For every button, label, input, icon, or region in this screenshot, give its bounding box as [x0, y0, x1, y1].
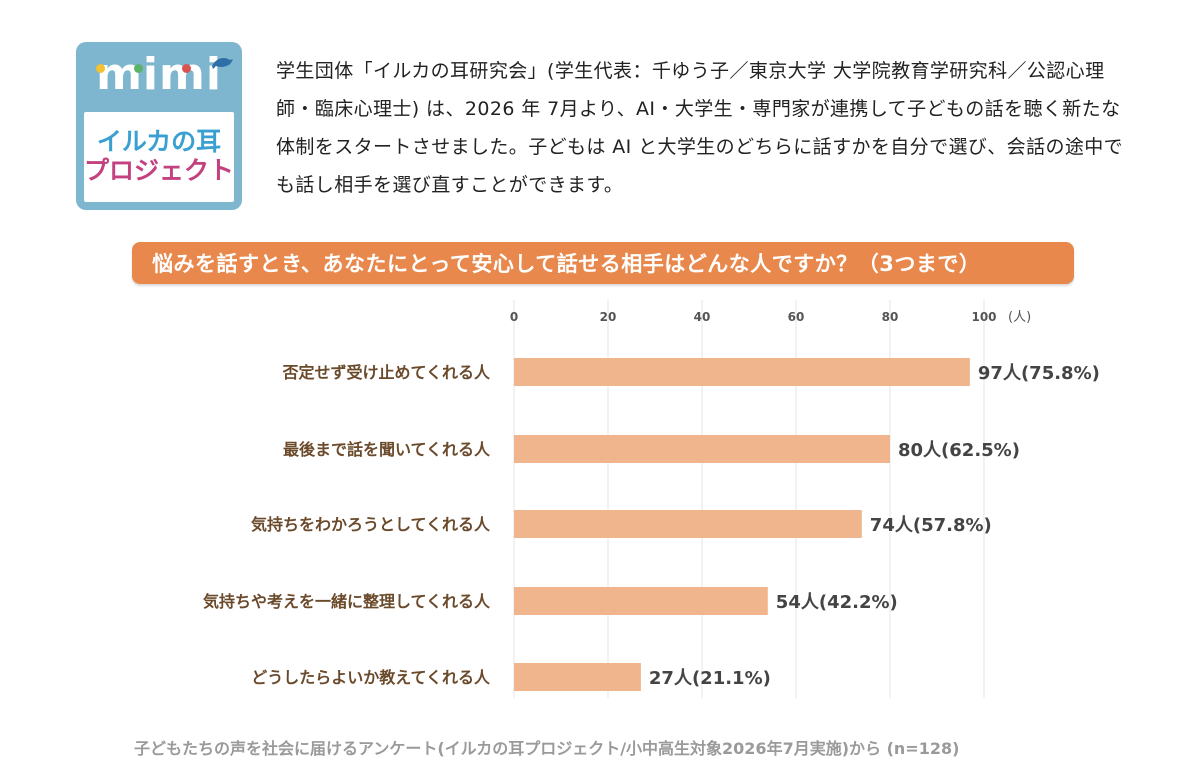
- category-label: どうしたらよいか教えてくれる人: [251, 668, 491, 687]
- logo-line2: プロジェクト: [84, 156, 235, 185]
- bar: [514, 358, 970, 386]
- logo-dot-red: [182, 64, 191, 73]
- category-label: 気持ちや考えを一緒に整理してくれる人: [203, 592, 491, 611]
- dolphin-icon: [212, 58, 233, 69]
- project-logo: mimi イルカの耳 プロジェクト: [76, 42, 242, 210]
- intro-paragraph: 学生団体「イルカの耳研究会」(学生代表：千ゆう子／東京大学 大学院教育学研究科／…: [276, 60, 1124, 196]
- x-tick-label: 40: [694, 310, 711, 324]
- x-axis-unit: (人): [1008, 310, 1031, 325]
- data-label: 27人(21.1%): [649, 668, 771, 689]
- chart-title: 悩みを話すとき、あなたにとって安心して話せる相手はどんな人ですか？（3つまで）: [152, 252, 981, 276]
- logo-word: mimi: [96, 49, 222, 100]
- data-label: 80人(62.5%): [898, 440, 1020, 461]
- logo-dot-yellow: [96, 64, 105, 73]
- category-label: 最後まで話を聞いてくれる人: [283, 440, 491, 459]
- logo-dot-green: [134, 64, 143, 73]
- logo-line1: イルカの耳: [96, 127, 222, 157]
- data-label: 74人(57.8%): [870, 515, 992, 536]
- chart-title-bar: 悩みを話すとき、あなたにとって安心して話せる相手はどんな人ですか？（3つまで）: [132, 242, 1074, 284]
- category-label: 気持ちをわかろうとしてくれる人: [251, 515, 491, 534]
- bar: [514, 663, 641, 691]
- x-tick-label: 20: [600, 310, 617, 324]
- survey-source-note: 子どもたちの声を社会に届けるアンケート(イルカの耳プロジェクト/小中高生対象20…: [134, 739, 960, 758]
- bar: [514, 587, 768, 615]
- category-label: 否定せず受け止めてくれる人: [281, 363, 491, 382]
- x-tick-label: 100: [971, 310, 996, 324]
- data-label: 54人(42.2%): [776, 592, 898, 613]
- logo-panel: イルカの耳 プロジェクト: [84, 112, 234, 202]
- bar: [514, 510, 862, 538]
- bar: [514, 435, 890, 463]
- x-tick-label: 80: [882, 310, 899, 324]
- data-label: 97人(75.8%): [978, 363, 1100, 384]
- x-tick-label: 0: [510, 310, 518, 324]
- x-tick-label: 60: [788, 310, 805, 324]
- logo-wordmark: mimi: [76, 42, 242, 108]
